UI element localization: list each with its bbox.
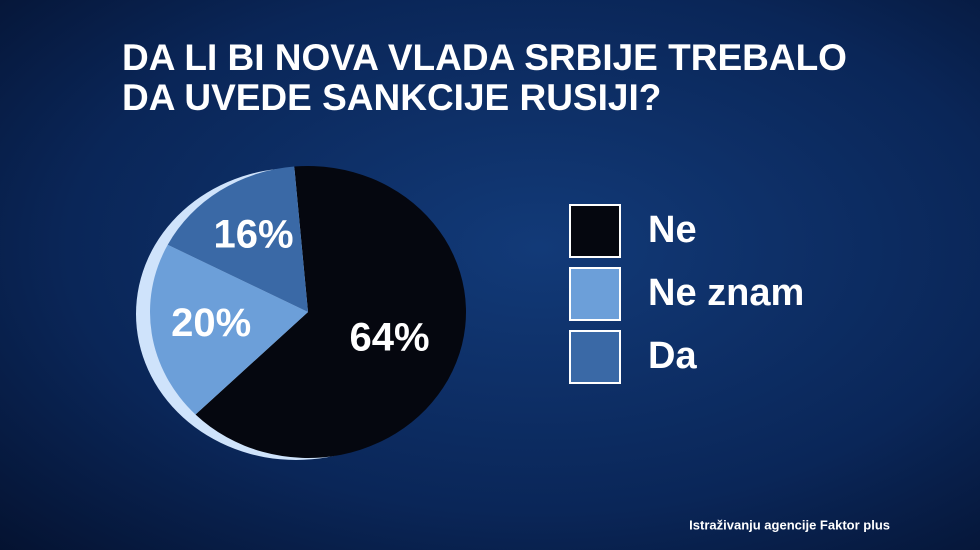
value-label: 64% [350, 315, 430, 359]
chart-title: DA UVEDE SANKCIJE RUSIJI? [122, 77, 661, 118]
pie-slice [150, 244, 308, 415]
legend: Ne Ne znam Da [569, 204, 804, 384]
pie-slice [167, 166, 308, 312]
value-label: 16% [213, 212, 293, 256]
legend-swatch [569, 330, 621, 384]
source: Istraživanju agencije Faktor plus [689, 517, 890, 532]
pie-slice [195, 166, 467, 459]
legend-label: Ne znam [648, 272, 804, 314]
value-label: 20% [171, 301, 251, 345]
legend-label: Da [648, 335, 697, 377]
chart-title: DA LI BI NOVA VLADA SRBIJE TREBALO [122, 37, 847, 78]
legend-label: Ne [648, 209, 697, 251]
legend-swatch [569, 267, 621, 321]
pie: 64% 20% 16% [150, 166, 467, 459]
legend-swatch [569, 204, 621, 258]
